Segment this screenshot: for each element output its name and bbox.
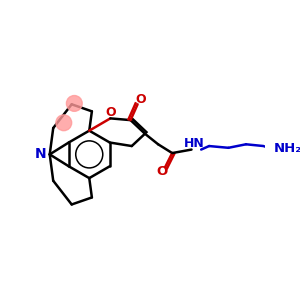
- Text: O: O: [135, 92, 146, 106]
- Text: HN: HN: [184, 137, 205, 150]
- Text: N: N: [35, 147, 47, 161]
- Text: NH₂: NH₂: [274, 142, 300, 155]
- Circle shape: [66, 95, 82, 111]
- Text: O: O: [105, 106, 116, 119]
- Circle shape: [56, 115, 72, 131]
- Text: O: O: [156, 165, 167, 178]
